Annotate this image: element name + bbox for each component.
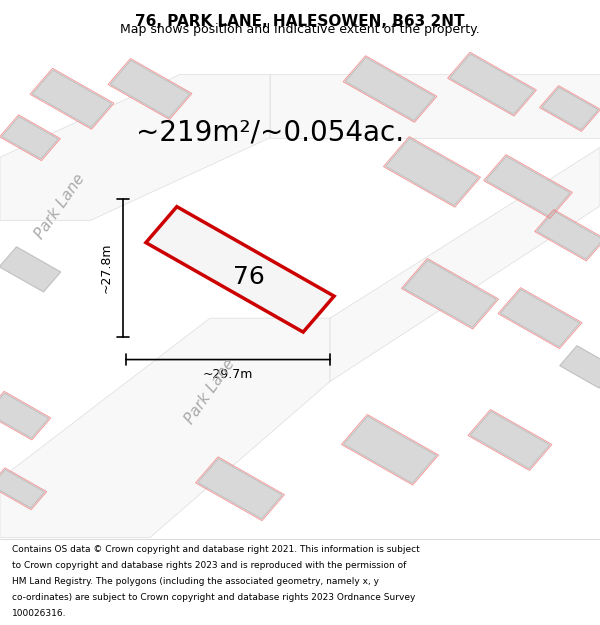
Polygon shape xyxy=(110,60,190,118)
Polygon shape xyxy=(270,74,600,138)
Polygon shape xyxy=(198,459,282,519)
Polygon shape xyxy=(345,58,435,121)
Text: ~29.7m: ~29.7m xyxy=(203,368,253,381)
Polygon shape xyxy=(0,318,330,538)
Polygon shape xyxy=(330,148,600,381)
Text: Contains OS data © Crown copyright and database right 2021. This information is : Contains OS data © Crown copyright and d… xyxy=(12,544,420,554)
Polygon shape xyxy=(450,54,534,114)
Polygon shape xyxy=(0,247,61,292)
Polygon shape xyxy=(146,207,334,332)
Text: ~27.8m: ~27.8m xyxy=(100,243,113,293)
Polygon shape xyxy=(470,411,550,469)
Polygon shape xyxy=(486,156,570,217)
Polygon shape xyxy=(344,416,436,483)
Polygon shape xyxy=(0,74,270,221)
Polygon shape xyxy=(32,70,112,128)
Text: HM Land Registry. The polygons (including the associated geometry, namely x, y: HM Land Registry. The polygons (includin… xyxy=(12,577,379,586)
Polygon shape xyxy=(500,289,580,347)
Polygon shape xyxy=(386,138,478,206)
Text: to Crown copyright and database rights 2023 and is reproduced with the permissio: to Crown copyright and database rights 2… xyxy=(12,561,406,570)
Polygon shape xyxy=(560,346,600,388)
Text: ~219m²/~0.054ac.: ~219m²/~0.054ac. xyxy=(136,119,404,147)
Polygon shape xyxy=(0,393,49,438)
Text: 76, PARK LANE, HALESOWEN, B63 2NT: 76, PARK LANE, HALESOWEN, B63 2NT xyxy=(135,14,465,29)
Polygon shape xyxy=(404,260,496,328)
Polygon shape xyxy=(0,469,44,508)
Polygon shape xyxy=(537,211,600,259)
Text: Park Lane: Park Lane xyxy=(32,171,88,241)
Text: Map shows position and indicative extent of the property.: Map shows position and indicative extent… xyxy=(120,23,480,36)
Text: co-ordinates) are subject to Crown copyright and database rights 2023 Ordnance S: co-ordinates) are subject to Crown copyr… xyxy=(12,593,415,602)
Text: 76: 76 xyxy=(233,265,265,289)
Polygon shape xyxy=(542,88,598,129)
Text: 100026316.: 100026316. xyxy=(12,609,67,618)
Text: Park Lane: Park Lane xyxy=(182,356,238,426)
Polygon shape xyxy=(2,117,58,159)
